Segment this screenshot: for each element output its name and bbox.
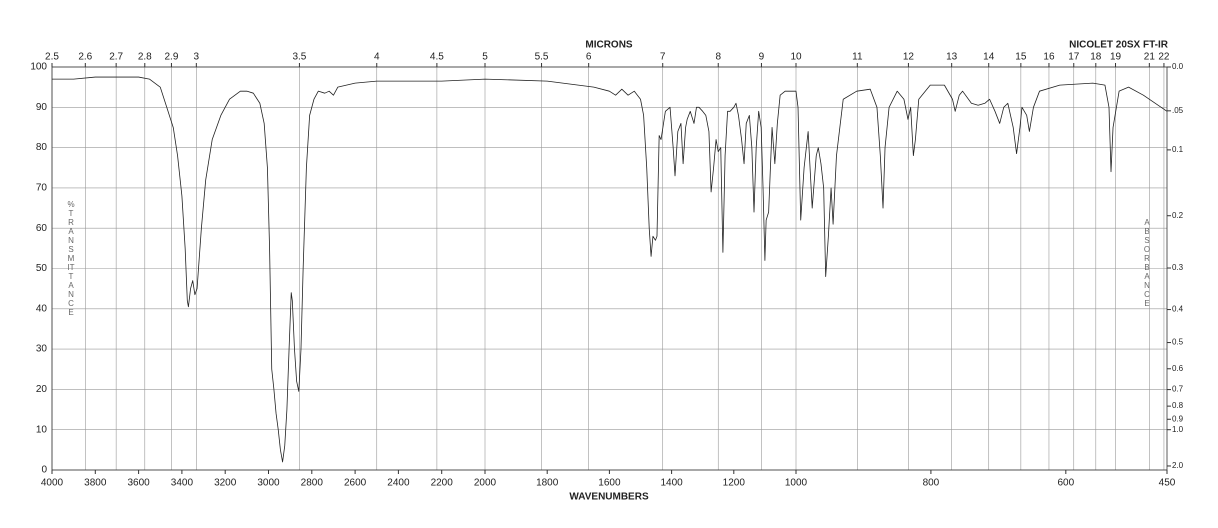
y-axis-label: %TRANSMITTANCE xyxy=(67,200,75,317)
x2-tick-label: 14 xyxy=(983,52,995,63)
y-tick-label: 100 xyxy=(30,62,47,73)
x2-tick-label: 2.7 xyxy=(109,52,123,63)
x2-tick-label: 22 xyxy=(1158,52,1170,63)
x-tick-label: 3800 xyxy=(84,478,107,489)
y2-tick-label: 0.3 xyxy=(1172,263,1184,272)
x2-tick-label: 12 xyxy=(903,52,915,63)
y-tick-label: 20 xyxy=(36,384,48,395)
x2-tick-label: 2.5 xyxy=(45,52,59,63)
x2-tick-label: 9 xyxy=(759,52,765,63)
x2-tick-label: 8 xyxy=(715,52,721,63)
y2-tick-label: 0.4 xyxy=(1172,305,1184,314)
y2-tick-label: 2.0 xyxy=(1172,461,1184,470)
x2-tick-label: 5.5 xyxy=(535,52,549,63)
x2-tick-label: 2.6 xyxy=(78,52,92,63)
x-tick-label: 3000 xyxy=(257,478,280,489)
x-tick-label: 1800 xyxy=(536,478,559,489)
y2-tick-label: 0.2 xyxy=(1172,211,1184,220)
x-tick-label: 2800 xyxy=(301,478,324,489)
x2-tick-label: 2.8 xyxy=(138,52,152,63)
y-tick-label: 30 xyxy=(36,344,48,355)
y2-tick-label: 1.0 xyxy=(1172,425,1184,434)
spectrum-line xyxy=(52,76,1168,463)
x-tick-label: 1400 xyxy=(660,478,683,489)
plot-frame xyxy=(51,66,1168,471)
y2-axis-label: ABSORBANCE xyxy=(1143,218,1151,308)
x-axis-label: WAVENUMBERS xyxy=(569,492,649,503)
x-tick-label: 4000 xyxy=(41,478,64,489)
x2-tick-label: 10 xyxy=(790,52,802,63)
x-tick-label: 2600 xyxy=(344,478,367,489)
instrument: NICOLET 20SX FT-IR xyxy=(1069,40,1169,51)
x2-tick-label: 6 xyxy=(586,52,592,63)
x2-tick-label: 21 xyxy=(1144,52,1156,63)
x2-tick-label: 16 xyxy=(1043,52,1055,63)
y2-tick-label: .05 xyxy=(1172,106,1184,115)
y2-tick-label: 0.5 xyxy=(1172,338,1184,347)
x2-tick-label: 11 xyxy=(852,52,863,63)
x-tick-label: 600 xyxy=(1057,478,1074,489)
x-tick-label: 450 xyxy=(1159,478,1176,489)
x-tick-label: 2000 xyxy=(474,478,497,489)
x-tick-label: 2400 xyxy=(387,478,410,489)
y2-tick-label: 0.7 xyxy=(1172,385,1184,394)
x2-tick-label: 2.9 xyxy=(164,52,178,63)
y2-tick-label: 0.9 xyxy=(1172,414,1184,423)
y2-tick-label: 0.0 xyxy=(1172,62,1184,71)
x2-tick-label: 19 xyxy=(1110,52,1122,63)
x2-tick-label: 18 xyxy=(1090,52,1102,63)
x-tick-label: 3400 xyxy=(171,478,194,489)
x2-tick-label: 17 xyxy=(1068,52,1080,63)
x-tick-label: 3200 xyxy=(214,478,237,489)
x2-tick-label: 13 xyxy=(946,52,958,63)
y-tick-label: 90 xyxy=(36,102,48,113)
y-tick-label: 60 xyxy=(36,223,48,234)
x-tick-label: 800 xyxy=(923,478,940,489)
x-tick-label: 2200 xyxy=(431,478,454,489)
y-tick-label: 50 xyxy=(36,263,48,274)
x-tick-label: 1600 xyxy=(598,478,621,489)
x2-tick-label: 4.5 xyxy=(430,52,444,63)
x-tick-label: 1200 xyxy=(723,478,746,489)
x2-tick-label: 3.5 xyxy=(292,52,306,63)
y2-tick-label: 0.8 xyxy=(1172,401,1184,410)
x2-tick-label: 4 xyxy=(374,52,380,63)
y-tick-label: 0 xyxy=(41,465,47,476)
x-tick-label: 1000 xyxy=(785,478,808,489)
y-tick-label: 80 xyxy=(36,142,48,153)
x-tick-label: 3600 xyxy=(127,478,150,489)
x2-tick-label: 7 xyxy=(660,52,666,63)
y-tick-label: 10 xyxy=(36,424,48,435)
y2-tick-label: 0.6 xyxy=(1172,364,1184,373)
x2-tick-label: 5 xyxy=(482,52,488,63)
x2-tick-label: 15 xyxy=(1015,52,1027,63)
y2-tick-label: 0.1 xyxy=(1172,145,1184,154)
y-tick-label: 70 xyxy=(36,183,48,194)
y-tick-label: 40 xyxy=(36,303,48,314)
x2-tick-label: 3 xyxy=(194,52,200,63)
chart-title: MICRONS xyxy=(585,40,633,51)
